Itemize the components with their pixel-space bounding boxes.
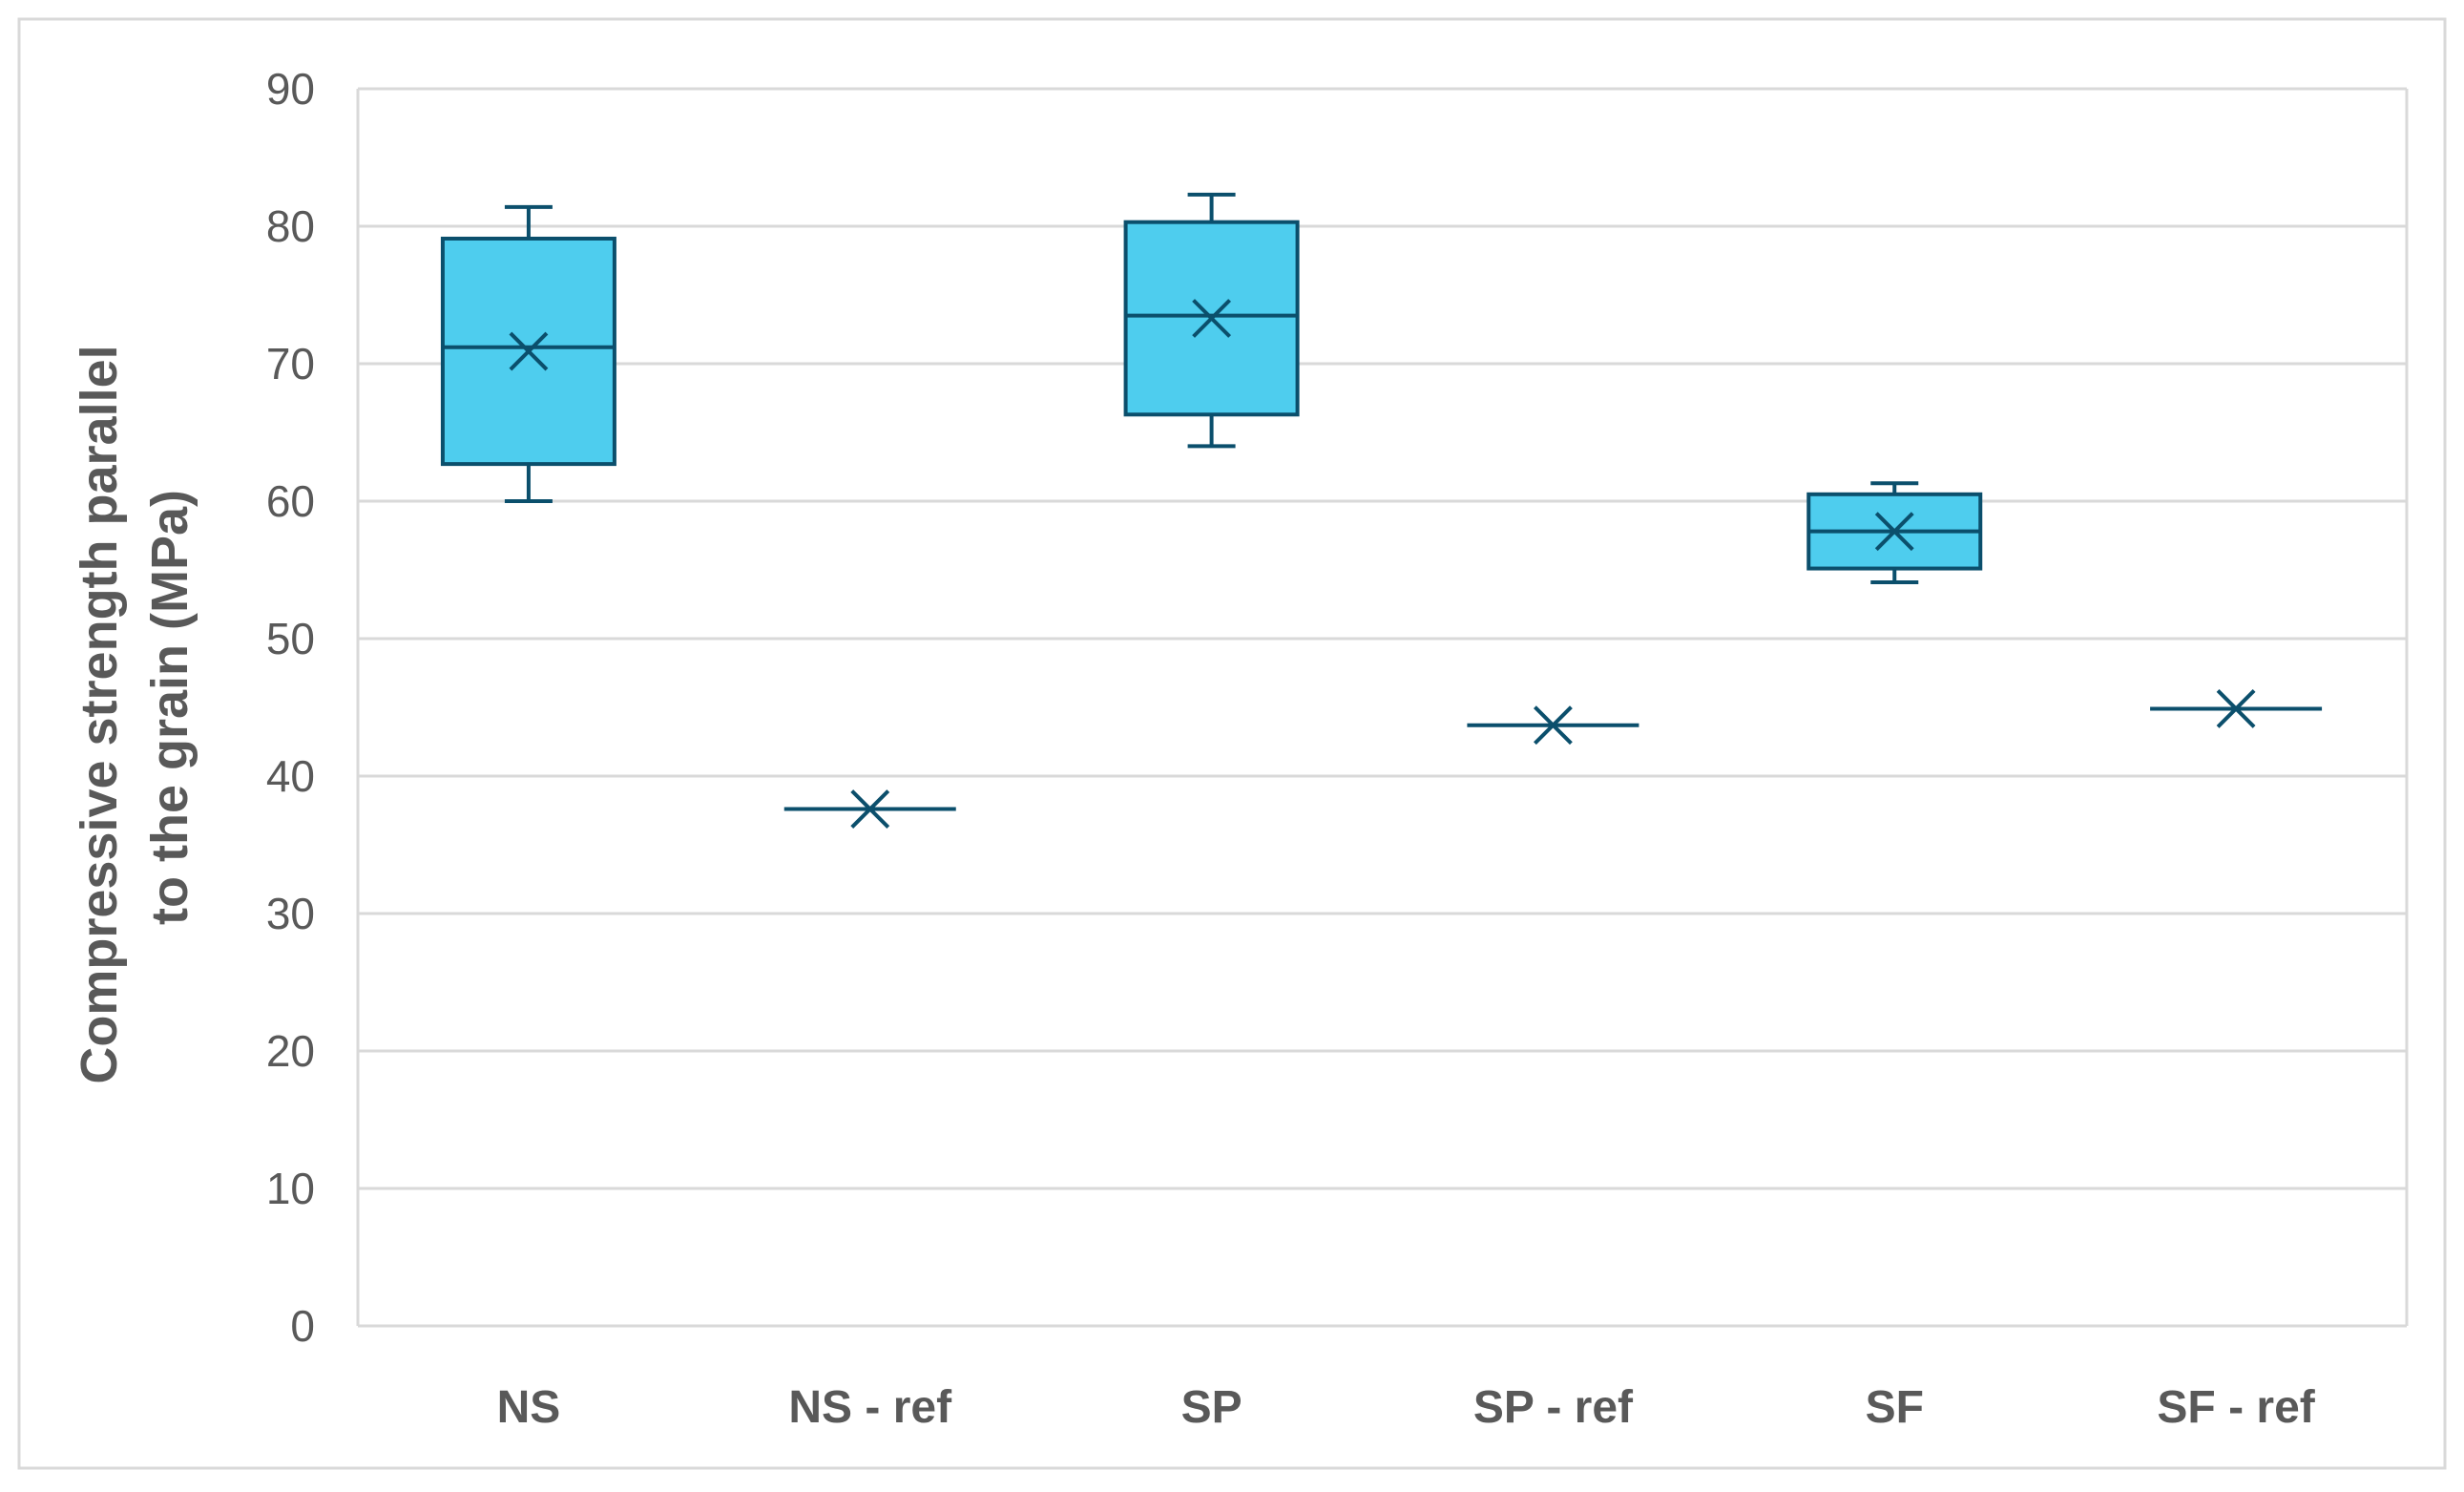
y-tick-label: 90 (266, 64, 315, 114)
y-tick-label: 40 (266, 751, 315, 801)
y-tick-label: 20 (266, 1026, 315, 1076)
box-ns-ref (783, 789, 956, 829)
mean-marker-stroke-b (1192, 299, 1231, 338)
axes (356, 87, 2409, 1328)
y-axis-title-line-2: to the grain (MPa) (141, 490, 198, 925)
mean-marker-stroke-b (1874, 512, 1914, 552)
labels: 0 10 20 30 40 50 60 70 80 90 NS NS - ref SP SP - ref S… (266, 64, 2316, 1433)
y-tick-label: 10 (266, 1164, 315, 1213)
mean-marker-stroke-b (1534, 705, 1573, 746)
box-sf-ref (2150, 689, 2323, 728)
x-category-label: SF - ref (2157, 1382, 2315, 1433)
y-tick-label: 50 (266, 614, 315, 663)
y-axis-title: Compressive strength parallel to the gra… (71, 330, 198, 1083)
mean-marker-stroke-b (509, 331, 549, 371)
x-category-label: SP (1181, 1382, 1242, 1433)
y-tick-label: 70 (266, 339, 315, 389)
y-tick-label: 60 (266, 476, 315, 526)
y-tick-label: 80 (266, 201, 315, 251)
mean-marker-stroke-b (850, 789, 890, 829)
box-sp-ref (1467, 705, 1639, 746)
boxes (440, 192, 2323, 829)
y-tick-label: 30 (266, 889, 315, 938)
box-ns (440, 204, 616, 503)
x-category-label: SF (1866, 1382, 1924, 1433)
box-sf (1806, 481, 1983, 584)
x-category-label: NS (497, 1382, 561, 1433)
y-axis-title-line-1: Compressive strength parallel (71, 345, 128, 1083)
box-sp (1123, 192, 1300, 449)
x-category-label: SP - ref (1473, 1382, 1634, 1433)
mean-marker-stroke-b (2216, 689, 2256, 728)
x-category-label: NS - ref (788, 1382, 952, 1433)
y-tick-label: 0 (290, 1301, 315, 1351)
